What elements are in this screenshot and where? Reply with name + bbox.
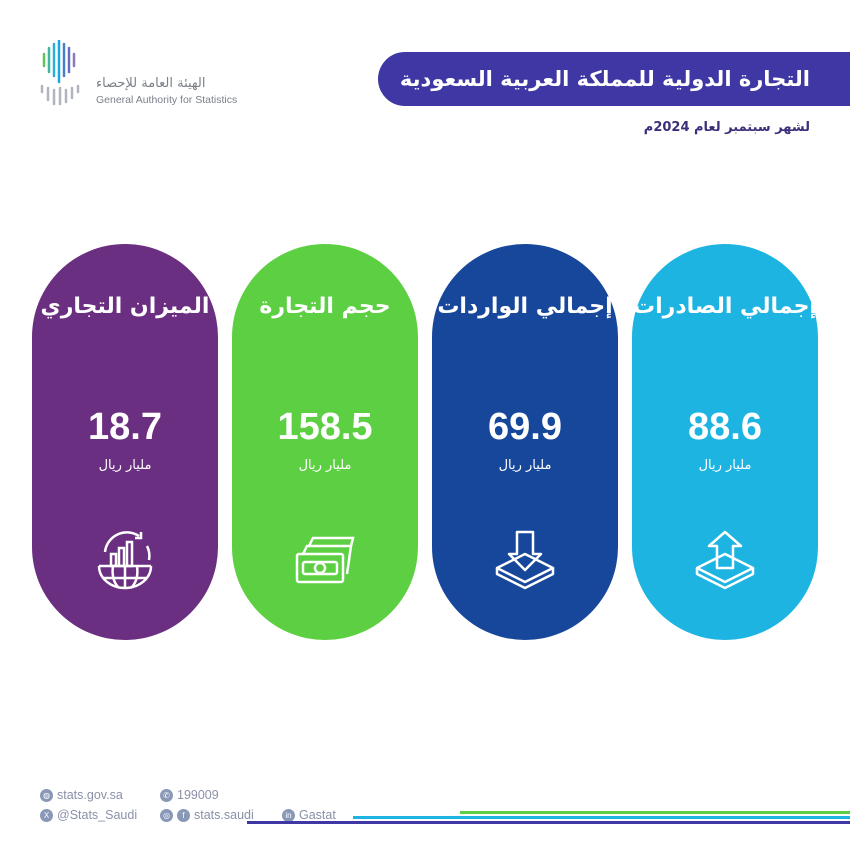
decor-line-purple (247, 821, 850, 824)
phone-icon: ✆ (160, 788, 173, 802)
export-box-arrow-up-icon (695, 530, 755, 590)
cash-stack-icon (295, 536, 355, 584)
x-account-link[interactable]: X @Stats_Saudi (40, 808, 137, 822)
card-unit: مليار ريال (98, 458, 152, 473)
card-value: 18.7 (88, 406, 162, 448)
card-unit: مليار ريال (298, 458, 352, 473)
card-value: 88.6 (688, 406, 762, 448)
linkedin-link[interactable]: in Gastat (282, 808, 336, 822)
logo-name-en: General Authority for Statistics (96, 94, 238, 106)
x-icon: X (40, 808, 53, 822)
card-unit: مليار ريال (498, 458, 552, 473)
card-title: إجمالي الصادرات (633, 294, 817, 319)
card-title: حجم التجارة (259, 294, 391, 319)
globe-icon: ◍ (40, 788, 53, 802)
import-box-arrow-down-icon (495, 530, 555, 590)
card-value: 158.5 (277, 406, 373, 448)
card-title: إجمالي الواردات (437, 294, 613, 319)
decor-line-cyan (353, 816, 850, 819)
card-title: الميزان التجاري (40, 294, 210, 319)
card-value: 69.9 (488, 406, 562, 448)
logo-mark-icon (40, 40, 80, 106)
card-unit: مليار ريال (698, 458, 752, 473)
decor-line-green (460, 811, 850, 814)
linkedin-icon: in (282, 808, 295, 822)
card-trade-volume: حجم التجارة 158.5 مليار ريال (232, 244, 418, 640)
facebook-icon: f (177, 808, 190, 822)
card-imports: إجمالي الواردات 69.9 مليار ريال (432, 244, 618, 640)
card-exports: إجمالي الصادرات 88.6 مليار ريال (632, 244, 818, 640)
phone-number[interactable]: ✆ 199009 (160, 788, 219, 802)
social-account-link[interactable]: ◎ f stats.saudi (160, 808, 254, 822)
instagram-icon: ◎ (160, 808, 173, 822)
gastat-logo (38, 40, 248, 110)
page-title: التجارة الدولية للمملكة العربية السعودية (378, 52, 850, 106)
website-link[interactable]: ◍ stats.gov.sa (40, 788, 123, 802)
page-subtitle: لشهر سبتمبر لعام 2024م (643, 120, 810, 135)
logo-name-ar: الهيئة العامة للإحصاء (96, 76, 206, 91)
card-trade-balance: الميزان التجاري 18.7 مليار ريال (32, 244, 218, 640)
globe-growth-chart-icon (97, 531, 153, 590)
